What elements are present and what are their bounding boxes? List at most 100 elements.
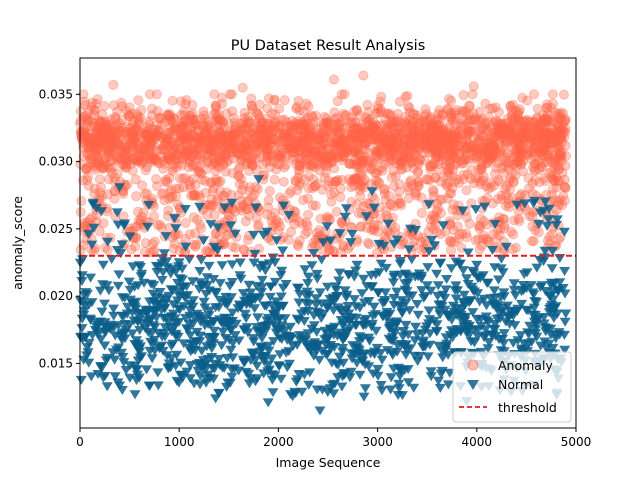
anomaly-point [332, 127, 343, 138]
anomaly-point [163, 127, 174, 139]
anomaly-point [433, 120, 444, 131]
anomaly-point [134, 145, 145, 156]
anomaly-point [282, 122, 293, 133]
anomaly-point [181, 150, 192, 161]
anomaly-point [293, 241, 304, 252]
anomaly-point [142, 147, 154, 158]
anomaly-point [92, 156, 103, 167]
anomaly-point [355, 190, 366, 201]
anomaly-point [89, 110, 100, 121]
anomaly-point [326, 154, 337, 166]
anomaly-point [437, 123, 448, 134]
anomaly-point [454, 140, 465, 151]
anomaly-point [261, 151, 272, 162]
anomaly-point [186, 128, 197, 139]
anomaly-point [532, 123, 543, 135]
anomaly-point [238, 117, 249, 128]
anomaly-point [305, 159, 316, 170]
anomaly-point [473, 137, 484, 148]
anomaly-point [559, 116, 570, 127]
anomaly-point [178, 182, 189, 193]
anomaly-point [171, 191, 182, 202]
anomaly-point [513, 114, 524, 125]
anomaly-point [459, 108, 470, 119]
anomaly-point [245, 117, 257, 128]
anomaly-point [462, 141, 473, 152]
anomaly-point [128, 145, 139, 156]
anomaly-point [420, 111, 431, 122]
anomaly-point [243, 146, 254, 157]
anomaly-point [181, 134, 193, 145]
anomaly-point [262, 103, 273, 114]
anomaly-point [75, 106, 86, 117]
anomaly-point [198, 119, 209, 130]
anomaly-point [534, 177, 545, 188]
anomaly-point [233, 126, 244, 137]
anomaly-point [398, 137, 409, 148]
anomaly-point [147, 131, 158, 142]
anomaly-point [500, 123, 511, 134]
anomaly-point [460, 143, 471, 154]
anomaly-point [247, 150, 258, 161]
anomaly-point [88, 121, 100, 132]
anomaly-point [390, 142, 401, 153]
anomaly-point [108, 100, 120, 111]
anomaly-point [82, 171, 94, 182]
anomaly-point [165, 109, 176, 120]
anomaly-point [485, 141, 496, 152]
anomaly-point [491, 115, 502, 127]
anomaly-point [146, 103, 158, 114]
anomaly-point [188, 212, 199, 223]
anomaly-point [560, 140, 571, 151]
anomaly-point [439, 149, 450, 160]
anomaly-point [456, 228, 468, 239]
anomaly-point [426, 133, 437, 144]
anomaly-point [442, 165, 453, 176]
anomaly-point [380, 194, 391, 205]
anomaly-point [269, 95, 280, 106]
anomaly-point [274, 137, 285, 148]
anomaly-point [120, 162, 131, 173]
anomaly-point [149, 155, 160, 166]
anomaly-point [341, 145, 352, 156]
anomaly-point [331, 122, 342, 133]
anomaly-point [398, 121, 409, 132]
anomaly-point [541, 157, 552, 168]
anomaly-point [253, 221, 264, 233]
anomaly-point [319, 130, 330, 141]
anomaly-point [542, 129, 553, 140]
anomaly-point [507, 159, 518, 171]
anomaly-point [264, 139, 276, 150]
anomaly-point [443, 163, 454, 175]
anomaly-point [556, 133, 567, 144]
anomaly-point [167, 95, 178, 106]
anomaly-point [83, 141, 94, 152]
anomaly-point [76, 195, 87, 207]
anomaly-point [297, 116, 308, 128]
anomaly-point [237, 142, 248, 154]
anomaly-point [143, 128, 154, 139]
anomaly-point [476, 240, 487, 251]
anomaly-point [449, 159, 460, 171]
anomaly-point [127, 165, 138, 176]
anomaly-point [240, 142, 251, 153]
anomaly-point [507, 99, 519, 111]
anomaly-point [206, 194, 217, 205]
anomaly-point [470, 115, 481, 126]
anomaly-point [326, 196, 337, 207]
anomaly-point [246, 101, 257, 112]
anomaly-point [176, 120, 187, 132]
anomaly-point [195, 132, 206, 143]
anomaly-point [210, 102, 221, 113]
anomaly-point [84, 133, 95, 144]
anomaly-point [512, 119, 523, 130]
anomaly-point [78, 150, 89, 162]
anomaly-point [237, 151, 248, 162]
anomaly-point [437, 110, 448, 121]
anomaly-point [369, 131, 380, 142]
anomaly-point [504, 121, 515, 132]
anomaly-point [552, 139, 563, 150]
anomaly-point [176, 96, 187, 107]
anomaly-point [487, 149, 498, 160]
anomaly-point [240, 149, 251, 160]
